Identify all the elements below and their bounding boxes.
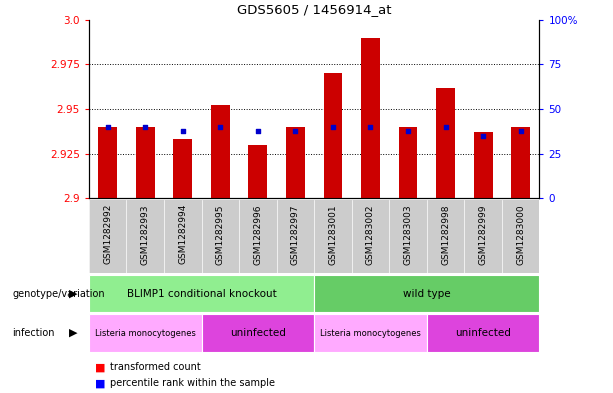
Bar xyxy=(136,127,154,198)
Point xyxy=(253,127,263,134)
Bar xyxy=(427,314,539,352)
Text: GSM1282994: GSM1282994 xyxy=(178,204,187,264)
Text: GSM1283002: GSM1283002 xyxy=(366,204,375,264)
Point xyxy=(365,124,375,130)
Text: GSM1282993: GSM1282993 xyxy=(141,204,150,264)
Bar xyxy=(248,145,267,198)
Point xyxy=(478,133,488,139)
Bar xyxy=(436,88,455,198)
Text: ■: ■ xyxy=(95,362,105,373)
Bar xyxy=(211,105,230,198)
Text: Listeria monocytogenes: Listeria monocytogenes xyxy=(95,329,196,338)
Text: GSM1282995: GSM1282995 xyxy=(216,204,225,264)
Title: GDS5605 / 1456914_at: GDS5605 / 1456914_at xyxy=(237,3,392,16)
Point xyxy=(291,127,300,134)
Text: GSM1282997: GSM1282997 xyxy=(291,204,300,264)
Text: genotype/variation: genotype/variation xyxy=(12,289,105,299)
Bar xyxy=(474,132,492,198)
Point xyxy=(140,124,150,130)
Text: GSM1283001: GSM1283001 xyxy=(329,204,337,265)
Point xyxy=(516,127,525,134)
Bar xyxy=(398,127,417,198)
Text: wild type: wild type xyxy=(403,289,451,299)
Text: GSM1282992: GSM1282992 xyxy=(103,204,112,264)
Text: BLIMP1 conditional knockout: BLIMP1 conditional knockout xyxy=(127,289,276,299)
Point xyxy=(328,124,338,130)
Bar xyxy=(89,275,314,312)
Point xyxy=(103,124,113,130)
Bar xyxy=(173,140,192,198)
Text: GSM1282996: GSM1282996 xyxy=(253,204,262,264)
Text: uninfected: uninfected xyxy=(455,328,511,338)
Text: GSM1283003: GSM1283003 xyxy=(403,204,413,265)
Bar xyxy=(314,314,427,352)
Text: ▶: ▶ xyxy=(69,289,78,299)
Bar xyxy=(511,127,530,198)
Bar xyxy=(98,127,117,198)
Text: transformed count: transformed count xyxy=(110,362,201,373)
Bar xyxy=(361,37,380,198)
Text: GSM1283000: GSM1283000 xyxy=(516,204,525,265)
Point xyxy=(178,127,188,134)
Point xyxy=(403,127,413,134)
Text: ▶: ▶ xyxy=(69,328,78,338)
Bar xyxy=(314,275,539,312)
Bar xyxy=(89,314,202,352)
Text: infection: infection xyxy=(12,328,55,338)
Text: GSM1282998: GSM1282998 xyxy=(441,204,450,264)
Bar xyxy=(286,127,305,198)
Point xyxy=(441,124,451,130)
Text: Listeria monocytogenes: Listeria monocytogenes xyxy=(320,329,421,338)
Bar xyxy=(202,314,314,352)
Point xyxy=(215,124,225,130)
Text: GSM1282999: GSM1282999 xyxy=(479,204,487,264)
Bar xyxy=(324,73,342,198)
Text: uninfected: uninfected xyxy=(230,328,286,338)
Text: ■: ■ xyxy=(95,378,105,388)
Text: percentile rank within the sample: percentile rank within the sample xyxy=(110,378,275,388)
